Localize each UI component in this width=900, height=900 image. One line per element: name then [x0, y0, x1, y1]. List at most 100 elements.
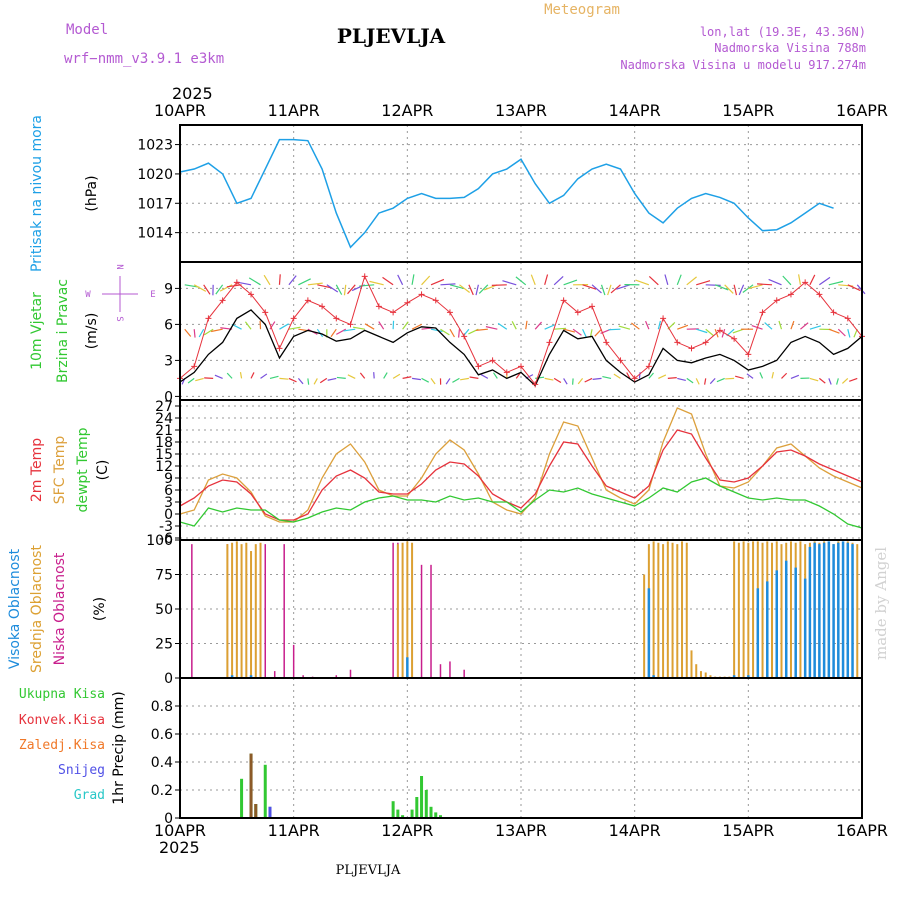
- wind-arrow: [600, 284, 606, 296]
- wind-arrow: [535, 376, 545, 379]
- wind-arrow: [359, 372, 366, 379]
- wind-arrow: [613, 373, 621, 379]
- wind-gust-marker: [560, 297, 567, 304]
- wind-arrow: [771, 372, 775, 379]
- wind-arrow: [491, 284, 507, 286]
- mid-cloud-bar: [411, 542, 414, 678]
- wind-arrow: [187, 377, 195, 384]
- wind-arrow: [695, 378, 700, 385]
- wind-arrow: [263, 274, 271, 286]
- wind-gust-marker: [674, 339, 681, 346]
- wind-arrow: [449, 284, 465, 290]
- high-cloud-bar: [766, 581, 769, 678]
- wind-gust-marker: [418, 291, 425, 298]
- wind-arrow: [626, 372, 631, 379]
- wind-arrow: [460, 377, 469, 381]
- wind-arrow: [203, 284, 211, 295]
- wind-arrow: [748, 284, 763, 290]
- ytick-label: 1020: [137, 167, 173, 183]
- total-precip-bar: [420, 776, 424, 818]
- wind-arrow: [279, 377, 289, 380]
- total-precip-bar: [391, 801, 395, 818]
- wind-arrow: [819, 276, 831, 286]
- wind-arrow: [397, 274, 404, 286]
- wind-arrow: [594, 328, 602, 337]
- high-cloud-bar: [851, 544, 854, 678]
- ytick-label: -6: [159, 531, 173, 547]
- compass-n: N: [114, 264, 124, 269]
- wind-arrow: [657, 320, 662, 330]
- wind-arrow: [421, 275, 431, 286]
- wind-arrow: [307, 378, 310, 385]
- mid-cloud-bar: [643, 574, 646, 678]
- wind-gust-marker: [290, 315, 297, 322]
- ytick-label: 50: [155, 602, 173, 618]
- wind-arrow: [184, 328, 192, 337]
- wind-gust-marker: [660, 315, 667, 322]
- conv-precip-bar: [249, 753, 253, 818]
- watermark: made by Angel: [872, 547, 890, 660]
- total-precip-bar: [410, 809, 414, 818]
- wind-arrow: [618, 325, 631, 330]
- mid-cloud-bar: [250, 551, 253, 678]
- wind-gust-marker: [546, 339, 553, 346]
- wind-arrow: [809, 274, 816, 286]
- mid-cloud-bar: [709, 675, 712, 678]
- wind-arrow: [330, 328, 337, 338]
- wind-arrow: [610, 284, 621, 294]
- high-cloud-bar: [837, 542, 840, 678]
- wind-arrow: [563, 328, 576, 333]
- wind-arrow: [798, 274, 802, 285]
- panel-frame: [179, 124, 863, 263]
- low-cloud-bar: [283, 544, 285, 678]
- wind-arrow: [721, 329, 726, 338]
- temp-2m-line: [179, 429, 863, 521]
- high-cloud-bar: [827, 541, 831, 678]
- legend-hail: Grad: [74, 788, 105, 803]
- wind-gust-marker: [347, 321, 354, 328]
- high-cloud-bar: [230, 675, 234, 678]
- wind-arrow: [457, 329, 461, 338]
- wind-gust-marker: [375, 303, 382, 310]
- wind-arrow: [778, 320, 783, 330]
- mid-cloud-bar: [676, 544, 679, 678]
- wind-arrow: [515, 372, 521, 379]
- high-cloud-bar: [813, 542, 816, 678]
- panel-frame: [179, 261, 863, 401]
- wind-arrow: [544, 324, 556, 330]
- wind-arrow: [716, 377, 725, 383]
- wind-gust-marker: [702, 339, 709, 346]
- high-cloud-bar: [832, 544, 835, 678]
- xtick-label-top: 11APR: [268, 101, 320, 120]
- mid-cloud-bar: [226, 544, 229, 678]
- wind-arrow: [837, 328, 846, 337]
- xtick-label-bottom: 16APR: [836, 821, 888, 840]
- wind-arrow: [676, 274, 682, 286]
- dewpoint-line: [179, 477, 863, 529]
- xtick-label-bottom: 14APR: [609, 821, 661, 840]
- wind-arrow: [591, 284, 602, 294]
- wind-arrow: [278, 274, 281, 285]
- wind-arrow: [704, 378, 707, 385]
- panel-ylabel: Niska Oblacnost: [52, 552, 68, 665]
- wind-arrow: [475, 328, 488, 331]
- wind-arrow: [790, 374, 800, 379]
- wind-arrow: [269, 321, 276, 330]
- high-cloud-bar: [406, 657, 409, 678]
- low-cloud-bar: [392, 542, 394, 678]
- ytick-label: 3: [164, 495, 173, 511]
- wind-arrow: [563, 378, 568, 385]
- legend-snow: Snijeg: [58, 763, 105, 778]
- wind-arrow: [343, 284, 347, 296]
- wind-arrow: [226, 372, 233, 379]
- mid-cloud-bar: [685, 542, 688, 678]
- ytick-label: 18: [155, 435, 173, 451]
- total-precip-bar: [429, 806, 433, 818]
- wind-arrow: [204, 377, 214, 379]
- ytick-label: 24: [155, 411, 173, 427]
- wind-arrow: [664, 274, 669, 285]
- wind-arrow: [759, 372, 764, 379]
- wind-arrow: [440, 283, 456, 286]
- wind-arrow: [696, 280, 711, 286]
